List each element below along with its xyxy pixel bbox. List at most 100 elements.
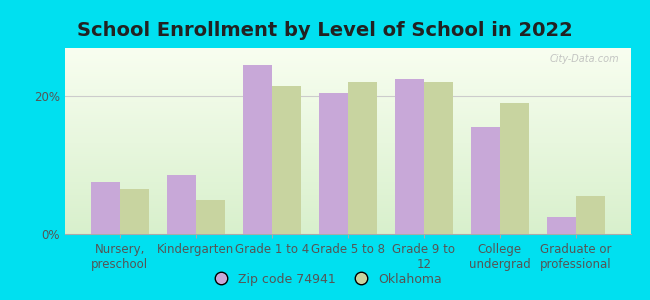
Bar (65, 169, 630, 171)
Bar (65, 61, 630, 63)
Bar (65, 111, 630, 113)
Bar (65, 50, 630, 52)
Bar (65, 67, 630, 68)
Bar (65, 158, 630, 160)
Bar (65, 122, 630, 124)
Bar (65, 204, 630, 206)
Bar (65, 130, 630, 132)
Bar (65, 221, 630, 223)
Bar (65, 186, 630, 188)
Bar (65, 52, 630, 54)
Bar (65, 110, 630, 111)
Bar (65, 48, 630, 50)
Bar (319, 93, 348, 234)
Bar (65, 54, 630, 56)
Bar (65, 230, 630, 232)
Bar (65, 182, 630, 184)
Bar (424, 82, 452, 234)
Bar (65, 214, 630, 215)
Bar (65, 87, 630, 89)
Bar (65, 113, 630, 115)
Bar (167, 176, 196, 234)
Bar (65, 148, 630, 150)
Bar (65, 70, 630, 72)
Bar (65, 56, 630, 57)
Bar (65, 94, 630, 96)
Bar (65, 215, 630, 217)
Bar (65, 156, 630, 158)
Bar (65, 200, 630, 202)
Text: City-Data.com: City-Data.com (549, 54, 619, 64)
Bar (65, 89, 630, 91)
Bar (272, 86, 300, 234)
Bar (65, 93, 630, 94)
Bar (65, 197, 630, 199)
Bar (65, 57, 630, 59)
Bar (196, 200, 224, 234)
Bar (65, 83, 630, 85)
Bar (65, 76, 630, 78)
Bar (65, 68, 630, 70)
Bar (576, 196, 604, 234)
Bar (65, 172, 630, 175)
Bar (65, 147, 630, 148)
Bar (65, 102, 630, 104)
Bar (65, 63, 630, 65)
Bar (65, 217, 630, 219)
Bar (65, 225, 630, 226)
Bar (65, 210, 630, 212)
Bar (65, 96, 630, 98)
Bar (91, 182, 120, 234)
Bar (120, 189, 148, 234)
Bar (65, 199, 630, 200)
Bar (65, 132, 630, 134)
Bar (65, 135, 630, 137)
Bar (395, 79, 424, 234)
Bar (65, 171, 630, 172)
Bar (65, 59, 630, 61)
Bar (65, 195, 630, 197)
Bar (65, 115, 630, 117)
Bar (65, 188, 630, 189)
Bar (65, 139, 630, 141)
Bar (65, 176, 630, 178)
Bar (471, 127, 500, 234)
Bar (547, 217, 576, 234)
Bar (65, 72, 630, 74)
Bar (65, 161, 630, 163)
Bar (65, 104, 630, 106)
Bar (65, 85, 630, 87)
Bar (65, 124, 630, 126)
Bar (65, 191, 630, 193)
Bar (65, 193, 630, 195)
Bar (65, 180, 630, 182)
Bar (65, 202, 630, 204)
Bar (65, 152, 630, 154)
Bar (65, 184, 630, 186)
Bar (65, 143, 630, 145)
Bar (65, 165, 630, 167)
Bar (65, 145, 630, 147)
Bar (65, 98, 630, 100)
Text: School Enrollment by Level of School in 2022: School Enrollment by Level of School in … (77, 21, 573, 40)
Bar (65, 121, 630, 122)
Bar (65, 137, 630, 139)
Bar (65, 134, 630, 135)
Bar (65, 80, 630, 82)
Bar (65, 74, 630, 76)
Bar (65, 175, 630, 176)
Bar (65, 212, 630, 214)
Bar (348, 82, 376, 234)
Bar (65, 226, 630, 228)
Bar (65, 223, 630, 225)
Bar (65, 128, 630, 130)
Bar (65, 91, 630, 93)
Bar (65, 232, 630, 234)
Bar (65, 78, 630, 80)
Bar (500, 103, 528, 234)
Bar (65, 228, 630, 230)
Bar (65, 106, 630, 107)
Bar (65, 189, 630, 191)
Bar (65, 82, 630, 83)
Bar (65, 178, 630, 180)
